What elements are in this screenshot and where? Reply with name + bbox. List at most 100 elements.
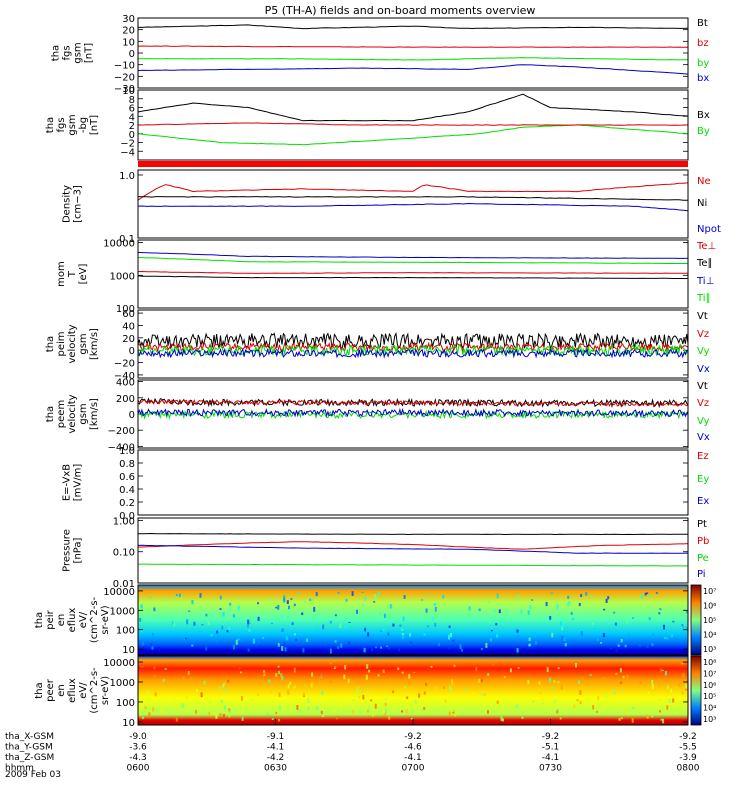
- heatmap-cell: [185, 695, 188, 699]
- heatmap-cell: [509, 668, 512, 673]
- heatmap-cell: [229, 606, 232, 612]
- heatmap-cell: [585, 591, 588, 596]
- heatmap-cell: [364, 627, 367, 632]
- time-axis-value: 0630: [264, 764, 287, 774]
- series-ni-line: [137, 196, 689, 201]
- heatmap-cell: [220, 699, 223, 703]
- series-bz-line: [137, 45, 689, 48]
- heatmap-cell: [284, 647, 287, 652]
- heatmap-cell: [281, 628, 284, 632]
- heatmap-cell: [521, 716, 524, 719]
- heatmap-cell: [401, 710, 404, 713]
- heatmap-cell: [162, 678, 165, 683]
- heatmap-cell: [302, 694, 305, 696]
- heatmap-cell: [452, 639, 455, 642]
- heatmap-cell: [246, 625, 249, 628]
- heatmap-cell: [347, 678, 350, 683]
- heatmap-cell: [388, 716, 391, 720]
- heatmap-cell: [287, 690, 290, 695]
- heatmap-cell: [557, 610, 560, 615]
- heatmap-cell: [263, 670, 266, 673]
- time-axis-value: -9.1: [267, 732, 285, 742]
- colorbar-tick-label: 10⁸: [703, 658, 716, 667]
- heatmap-cell: [457, 614, 460, 617]
- heatmap-cell: [529, 605, 532, 610]
- heatmap-cell: [147, 690, 150, 696]
- heatmap-cell: [310, 683, 313, 688]
- legend-vt: Vt: [697, 381, 708, 392]
- heatmap-cell: [262, 637, 265, 639]
- heatmap-cell: [399, 624, 402, 627]
- heatmap-cell: [425, 682, 428, 686]
- heatmap-cell: [364, 596, 367, 601]
- heatmap-1: [138, 585, 688, 655]
- panel-frame: [137, 449, 689, 516]
- heatmap-cell: [580, 631, 583, 636]
- heatmap-cell: [228, 626, 231, 630]
- series-pt-line: [138, 532, 688, 536]
- y-axis-label: eV/: [78, 682, 89, 699]
- heatmap-cell: [296, 705, 299, 710]
- heatmap-cell: [195, 688, 198, 692]
- series-npot-line: [137, 202, 689, 212]
- heatmap-cell: [232, 663, 235, 668]
- y-axis-label: sr-eV): [100, 605, 111, 634]
- heatmap-cell: [191, 644, 194, 647]
- y-tick-label: 10: [122, 86, 135, 97]
- heatmap-cell: [389, 604, 392, 609]
- time-axis-value: -4.1: [267, 743, 285, 753]
- time-axis-row-label: hhmm: [5, 764, 34, 774]
- y-tick-label: 0: [129, 49, 135, 60]
- panel-frame: [137, 309, 689, 379]
- heatmap-cell: [487, 601, 490, 604]
- heatmap-cell: [405, 708, 408, 714]
- heatmap-cell: [304, 598, 307, 603]
- y-tick-label: 1000: [110, 678, 135, 689]
- heatmap-cell: [610, 647, 612, 649]
- heatmap-cell: [237, 638, 240, 641]
- y-axis-label: velocity: [67, 394, 78, 433]
- y-tick-label: 0: [129, 346, 135, 357]
- heatmap-cell: [435, 710, 438, 713]
- colorbar-tick-label: 10⁵: [703, 616, 716, 625]
- heatmap-cell: [459, 644, 462, 649]
- heatmap-cell: [617, 644, 620, 646]
- heatmap-cell: [427, 593, 430, 595]
- heatmap-cell: [181, 703, 184, 708]
- heatmap-cell: [366, 709, 369, 713]
- heatmap-cell: [263, 673, 266, 676]
- heatmap-cell: [190, 677, 192, 680]
- y-axis-label: [mV/m]: [73, 464, 84, 502]
- heatmap-cell: [164, 668, 167, 670]
- y-axis-label: (cm^2-s-: [89, 596, 100, 643]
- heatmap-cell: [681, 691, 684, 695]
- heatmap-cell: [320, 710, 323, 715]
- heatmap-cell: [278, 670, 281, 675]
- heatmap-cell: [141, 716, 144, 720]
- y-tick-label: 0.6: [119, 472, 135, 483]
- heatmap-cell: [640, 593, 643, 599]
- heatmap-cell: [448, 625, 451, 628]
- heatmap-cell: [423, 707, 426, 710]
- heatmap-cell: [545, 602, 548, 607]
- heatmap-cell: [681, 624, 684, 626]
- heatmap-cell: [366, 664, 369, 669]
- time-axis-value: -4.1: [404, 753, 422, 763]
- heatmap-cell: [356, 609, 358, 614]
- heatmap-cell: [647, 691, 650, 695]
- heatmap-cell: [503, 676, 506, 678]
- heatmap-cell: [290, 616, 293, 620]
- heatmap-cell: [280, 614, 283, 618]
- heatmap-cell: [368, 669, 371, 673]
- heatmap-cell: [605, 598, 608, 603]
- heatmap-cell: [215, 638, 218, 643]
- heatmap-cell: [229, 710, 232, 714]
- heatmap-cell: [361, 694, 363, 699]
- heatmap-cell: [281, 676, 284, 681]
- y-axis-label: [km/s]: [89, 328, 100, 360]
- legend-by: By: [697, 126, 710, 137]
- heatmap-cell: [335, 697, 338, 699]
- heatmap-cell: [578, 602, 581, 607]
